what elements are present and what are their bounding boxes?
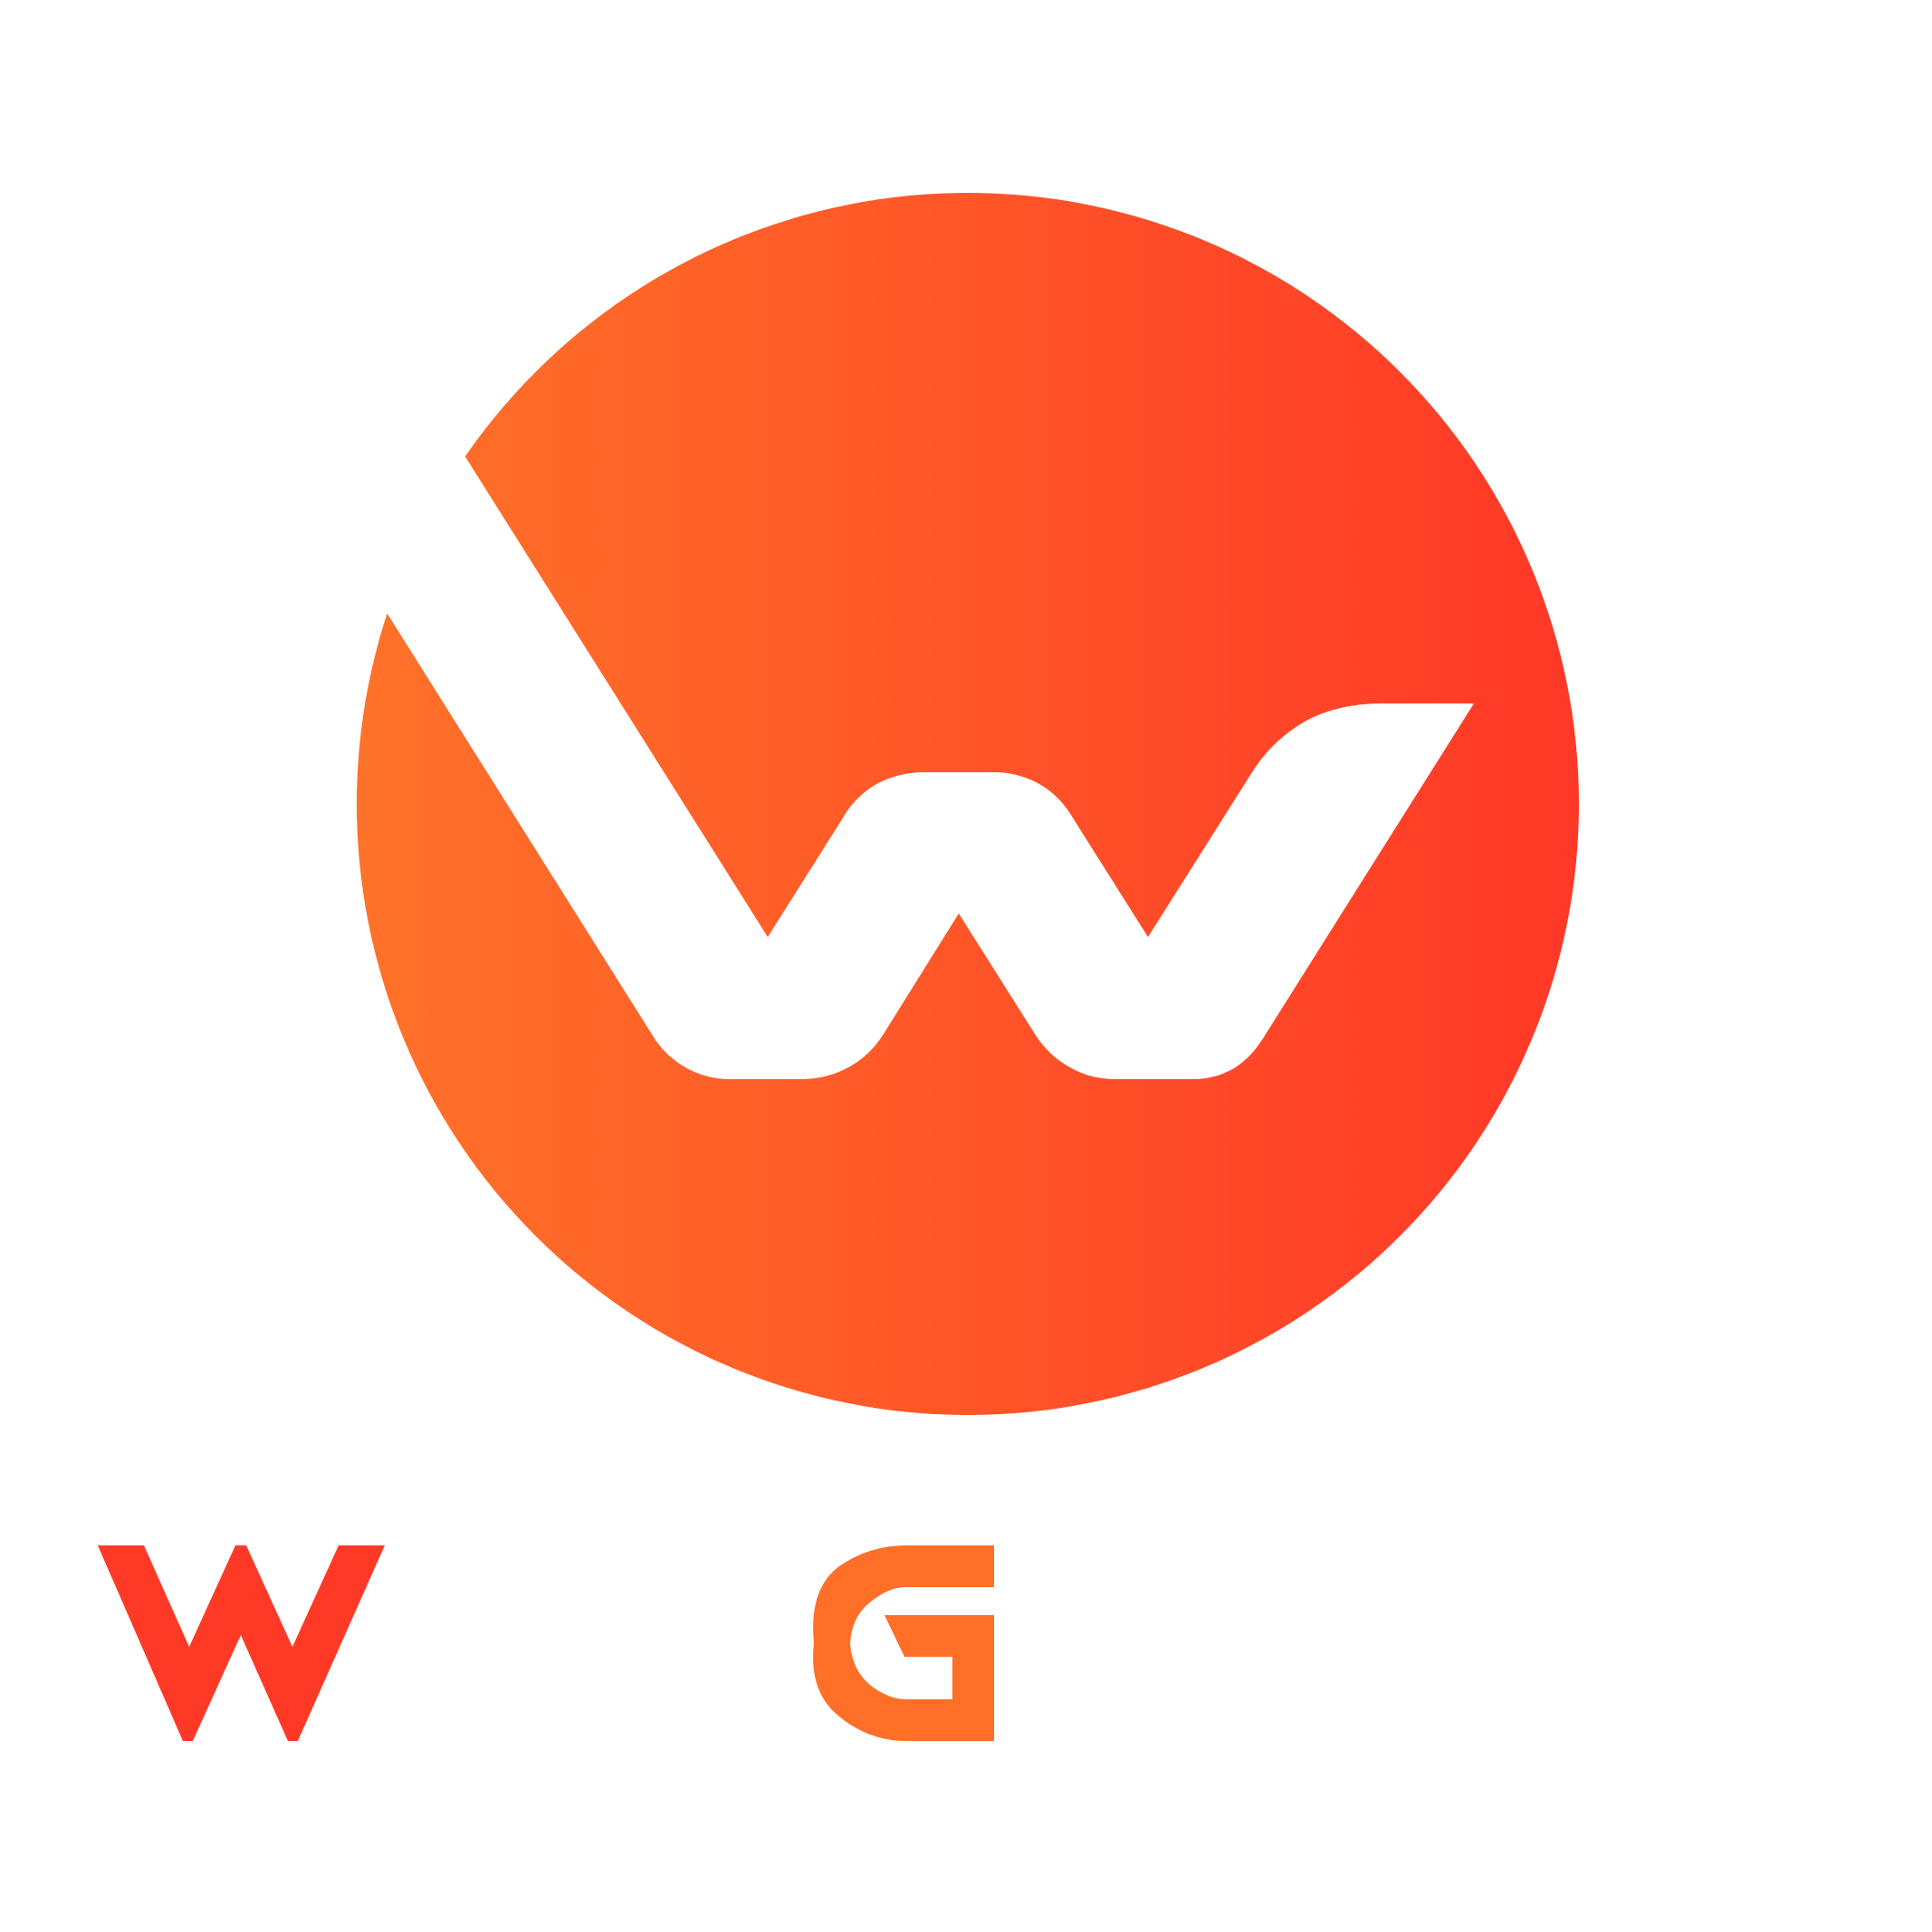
- w-circle-emblem-icon: [290, 193, 1579, 1415]
- letter-w-icon: [98, 1545, 385, 1741]
- emblem-w-mark: [290, 380, 1474, 1079]
- letter-g-icon: [813, 1545, 994, 1741]
